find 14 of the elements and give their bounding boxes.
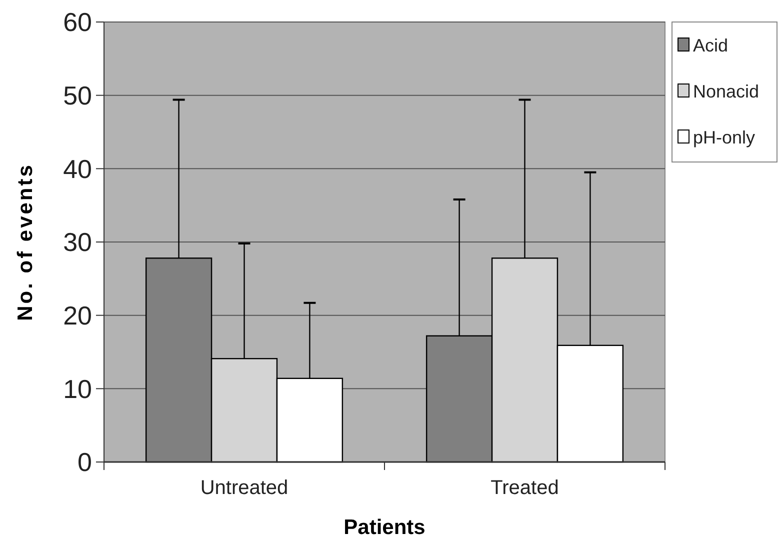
y-tick-label: 20 bbox=[63, 300, 92, 330]
y-tick-label: 40 bbox=[63, 154, 92, 184]
x-tick-label: Treated bbox=[490, 477, 559, 499]
y-axis-title: No. of events bbox=[14, 163, 37, 321]
legend-label: pH-only bbox=[693, 127, 756, 148]
legend-label: Acid bbox=[693, 35, 728, 56]
x-tick-label: Untreated bbox=[200, 477, 288, 499]
y-tick-label: 30 bbox=[63, 227, 92, 258]
y-tick-label: 0 bbox=[78, 447, 92, 478]
x-axis-title: Patients bbox=[344, 516, 426, 539]
y-tick-label: 50 bbox=[63, 80, 92, 110]
y-tick-label: 10 bbox=[63, 374, 92, 404]
y-tick-label: 60 bbox=[63, 7, 92, 38]
legend-label: Nonacid bbox=[693, 81, 760, 102]
